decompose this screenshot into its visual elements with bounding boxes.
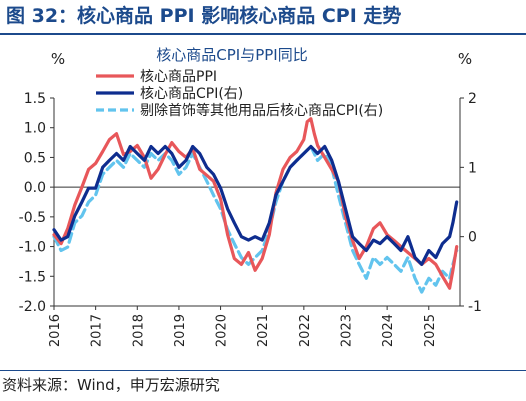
chart-axes: 1.5 1.0 0.5 0.0 -0.5 -1.0 -1.5 -2.0 2 1 0 -1 2016 201… [19,91,482,347]
right-tick-label: -1 [468,299,482,315]
x-tick-label: 2020 [215,314,230,347]
x-tick-label: 2024 [381,314,396,347]
left-tick-label: -0.5 [19,210,46,226]
legend-label-1: 核心商品CPI(右) [140,86,243,102]
series-line-1 [52,144,459,266]
x-tick-label: 2017 [90,314,105,347]
title-divider [0,33,526,35]
left-tick-label: 0.0 [24,180,46,196]
chart-title: 核心商品CPI与PPI同比 [156,46,307,64]
left-tick-label: -2.0 [19,299,46,315]
x-tick-label: 2025 [423,314,438,347]
x-tick-label: 2016 [48,314,63,347]
left-tick-label: 1.5 [24,91,46,107]
right-axis-unit: % [458,50,472,68]
series-line-0 [52,117,459,290]
x-tick-label: 2021 [256,314,271,347]
x-tick-label: 2022 [298,314,313,347]
source-divider [0,370,526,371]
right-tick-label: 0 [468,230,477,246]
series-line-2 [52,144,459,294]
series-layer [52,117,459,294]
left-tick-label: -1.5 [19,269,46,285]
x-tick-label: 2018 [131,314,146,347]
x-tick-label: 2019 [173,314,188,347]
figure-title: 图 32：核心商品 PPI 影响核心商品 CPI 走势 [6,5,402,27]
source-note: 资料来源：Wind，申万宏源研究 [2,376,220,394]
legend-label-0: 核心商品PPI [140,69,217,85]
legend-label-2: 剔除首饰等其他用品后核心商品CPI(右) [140,102,383,119]
right-tick-label: 1 [468,160,477,176]
left-tick-label: 0.5 [24,150,46,166]
left-axis-unit: % [51,50,65,68]
right-tick-label: 2 [468,91,477,107]
left-tick-label: -1.0 [19,240,46,256]
left-tick-label: 1.0 [24,121,46,137]
x-tick-label: 2023 [339,314,354,347]
